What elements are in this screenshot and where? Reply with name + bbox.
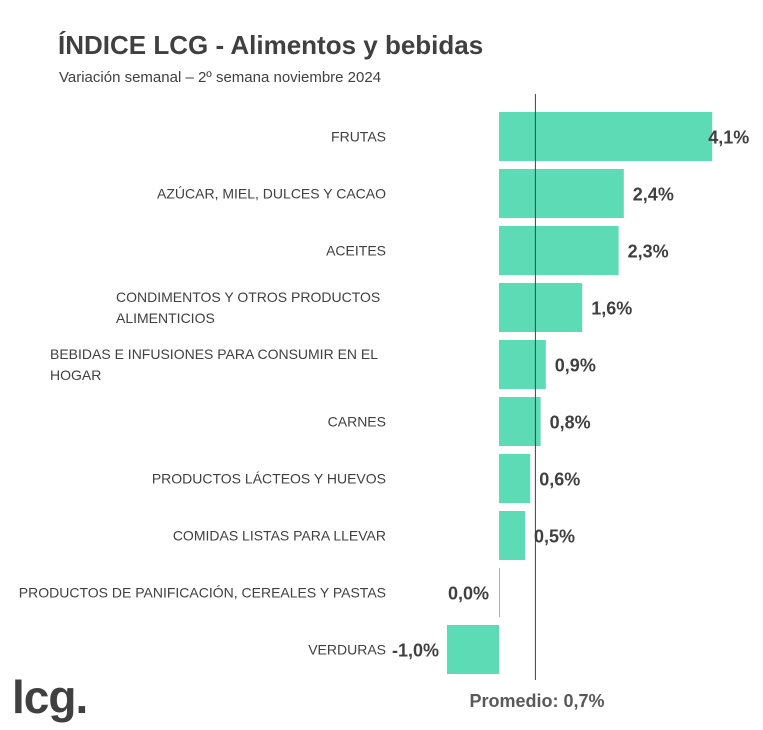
category-label: COMIDAS LISTAS PARA LLEVAR [173, 528, 386, 544]
value-label: -1,0% [392, 641, 439, 661]
value-label: 1,6% [591, 299, 632, 319]
bar-9 [447, 625, 499, 674]
category-labels-group: FRUTAS AZÚCAR, MIEL, DULCES Y CACAO ACEITE… [19, 129, 386, 658]
value-label: 0,6% [539, 470, 580, 490]
category-label: CONDIMENTOS Y OTROS PRODUCTOS ALIMENTICIO… [116, 289, 380, 326]
value-label: 4,1% [708, 128, 749, 148]
category-label-line: AZÚCAR, MIEL, DULCES Y CACAO [157, 186, 386, 202]
bar-7 [499, 511, 525, 560]
category-label-line: CARNES [328, 414, 386, 430]
category-label-line: ALIMENTICIOS [116, 310, 215, 326]
category-label-line: VERDURAS [308, 642, 386, 658]
bar-1 [499, 169, 624, 218]
value-labels-group: 4,1% 2,4% 2,3% 1,6% 0,9% 0,8% 0,6% 0,5% 0,0% -1,0… [392, 128, 749, 661]
bar-4 [499, 340, 546, 389]
value-label: 0,8% [550, 413, 591, 433]
category-label-line: PRODUCTOS DE PANIFICACIÓN, CEREALES Y PA… [19, 585, 386, 601]
category-label: ACEITES [326, 243, 386, 259]
category-label-line: HOGAR [50, 367, 101, 383]
category-label: PRODUCTOS DE PANIFICACIÓN, CEREALES Y PA… [19, 585, 386, 601]
average-group: Promedio: 0,7% [469, 94, 605, 711]
category-label-line: CONDIMENTOS Y OTROS PRODUCTOS [116, 289, 380, 305]
category-label-line: COMIDAS LISTAS PARA LLEVAR [173, 528, 386, 544]
category-label: BEBIDAS E INFUSIONES PARA CONSUMIR EN EL… [50, 346, 378, 383]
bar-6 [499, 454, 531, 503]
category-label: FRUTAS [331, 129, 386, 145]
bars-group [447, 112, 713, 674]
chart-title: ÍNDICE LCG - Alimentos y bebidas [58, 30, 484, 60]
value-label: 0,0% [448, 584, 489, 604]
category-label-line: FRUTAS [331, 129, 386, 145]
category-label: AZÚCAR, MIEL, DULCES Y CACAO [157, 186, 386, 202]
bar-3 [499, 283, 583, 332]
category-label: PRODUCTOS LÁCTEOS Y HUEVOS [152, 471, 386, 487]
bar-5 [499, 397, 541, 446]
value-label: 2,3% [628, 242, 669, 262]
category-label: VERDURAS [308, 642, 386, 658]
value-label: 0,5% [534, 527, 575, 547]
average-label: Promedio: 0,7% [469, 691, 604, 711]
chart-subtitle: Variación semanal – 2º semana noviembre … [59, 69, 382, 86]
lcg-logo: lcg. [12, 671, 88, 723]
category-label-line: BEBIDAS E INFUSIONES PARA CONSUMIR EN EL [50, 346, 378, 362]
bar-2 [499, 226, 619, 275]
bar-0 [499, 112, 713, 161]
bar-8 [499, 568, 500, 617]
category-label: CARNES [328, 414, 386, 430]
value-label: 2,4% [633, 185, 674, 205]
category-label-line: ACEITES [326, 243, 386, 259]
category-label-line: PRODUCTOS LÁCTEOS Y HUEVOS [152, 471, 386, 487]
value-label: 0,9% [555, 356, 596, 376]
